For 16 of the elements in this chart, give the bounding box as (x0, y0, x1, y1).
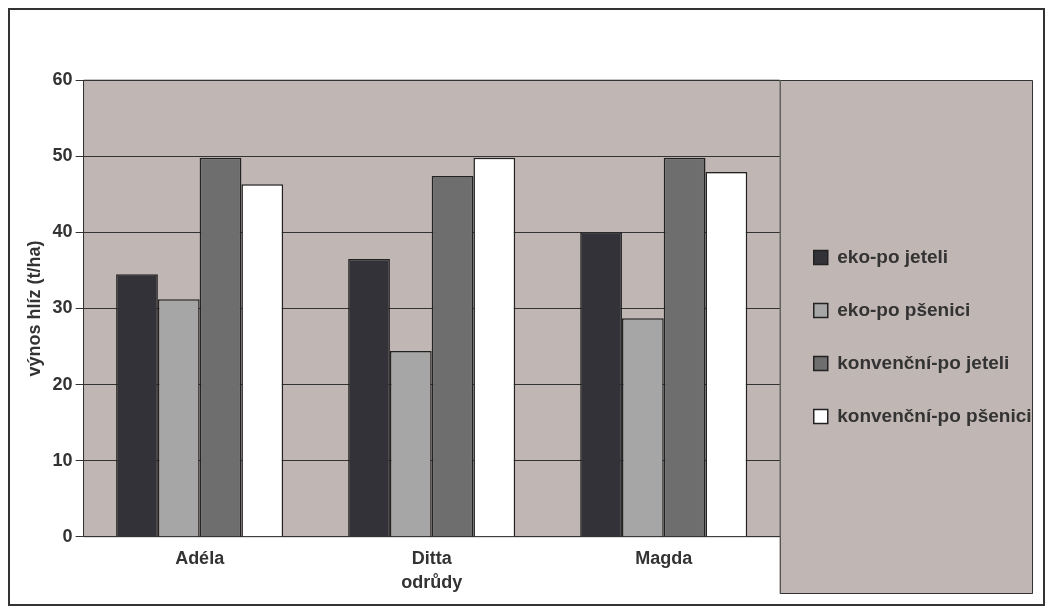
x-tick-label: Ditta (411, 547, 453, 568)
x-axis-title: odrůdy (401, 572, 463, 593)
legend-label: konvenční-po jeteli (837, 351, 1010, 373)
legend-label: eko-po jeteli (837, 245, 949, 267)
y-tick-label: 20 (52, 373, 73, 394)
y-tick-label: 30 (52, 297, 73, 318)
y-tick-label: 60 (52, 68, 73, 89)
y-axis-title: výnos hlíz (t/ha) (23, 240, 44, 377)
legend-label: eko-po pšenici (837, 298, 971, 320)
x-tick-label: Adéla (175, 547, 226, 568)
y-tick-label: 50 (52, 145, 73, 166)
y-tick-label: 10 (52, 449, 73, 470)
x-tick-label: Magda (635, 547, 694, 568)
legend-label: konvenční-po pšenici (837, 404, 1032, 426)
y-tick-label: 0 (62, 525, 73, 546)
y-tick-label: 40 (52, 221, 73, 242)
